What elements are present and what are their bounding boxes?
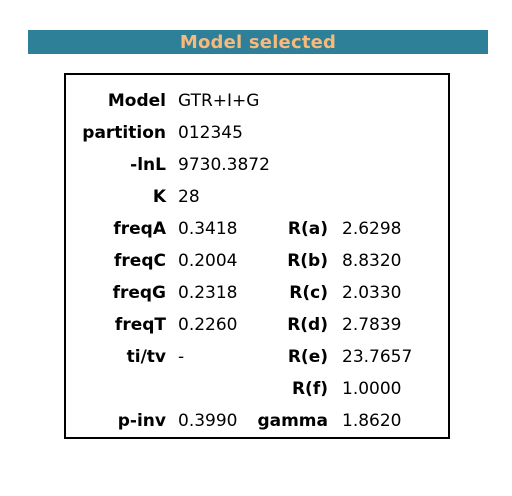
model-table: Model GTR+I+G partition 012345 -lnL 9730…	[74, 85, 432, 437]
row-value2: 8.8320	[342, 251, 402, 271]
k-label: K	[152, 187, 166, 207]
row-value2: 2.6298	[342, 219, 402, 239]
table-row: p-inv 0.3990 gamma 1.8620	[74, 405, 432, 437]
table-row: freqT 0.2260 R(d) 2.7839	[74, 309, 432, 341]
table-row: freqA 0.3418 R(a) 2.6298	[74, 213, 432, 245]
row-label2: gamma	[257, 411, 328, 431]
row-label: freqT	[114, 315, 166, 335]
model-label: Model	[107, 91, 166, 111]
lnl-label: -lnL	[130, 155, 166, 175]
row-label2: R(f)	[291, 379, 328, 399]
table-row: K 28	[74, 181, 432, 213]
row-label: freqC	[114, 251, 166, 271]
row-value: 0.2260	[178, 315, 238, 335]
row-label2: R(e)	[287, 347, 328, 367]
table-row: freqC 0.2004 R(b) 8.8320	[74, 245, 432, 277]
row-value2: 2.7839	[342, 315, 402, 335]
row-value2: 1.0000	[342, 379, 402, 399]
row-label2: R(d)	[287, 315, 328, 335]
row-value: 0.2004	[178, 251, 238, 271]
row-label2: R(a)	[287, 219, 328, 239]
header-title: Model selected	[179, 31, 337, 53]
row-label2: R(b)	[287, 251, 328, 271]
partition-value: 012345	[178, 123, 243, 143]
row-value	[178, 373, 254, 405]
table-row: -lnL 9730.3872	[74, 149, 432, 181]
row-value: 0.3418	[178, 219, 238, 239]
lnl-value: 9730.3872	[178, 155, 270, 175]
table-row: ti/tv - R(e) 23.7657	[74, 341, 432, 373]
row-value2: 1.8620	[342, 411, 402, 431]
header-bar: Model selected	[28, 30, 488, 54]
row-value2: 2.0330	[342, 283, 402, 303]
table-row: R(f) 1.0000	[74, 373, 432, 405]
row-value: 0.2318	[178, 283, 238, 303]
k-value: 28	[178, 187, 200, 207]
row-label: ti/tv	[126, 347, 166, 367]
row-value: 0.3990	[178, 411, 238, 431]
table-row: partition 012345	[74, 117, 432, 149]
row-label2: R(c)	[289, 283, 328, 303]
row-value2: 23.7657	[342, 347, 413, 367]
model-value: GTR+I+G	[178, 91, 260, 111]
model-panel: Model GTR+I+G partition 012345 -lnL 9730…	[64, 73, 450, 439]
table-row: freqG 0.2318 R(c) 2.0330	[74, 277, 432, 309]
row-label: p-inv	[117, 411, 166, 431]
row-value: -	[178, 347, 185, 367]
partition-label: partition	[82, 123, 166, 143]
row-label: freqG	[112, 283, 166, 303]
table-row: Model GTR+I+G	[74, 85, 432, 117]
row-label: freqA	[113, 219, 166, 239]
row-label	[74, 373, 178, 405]
